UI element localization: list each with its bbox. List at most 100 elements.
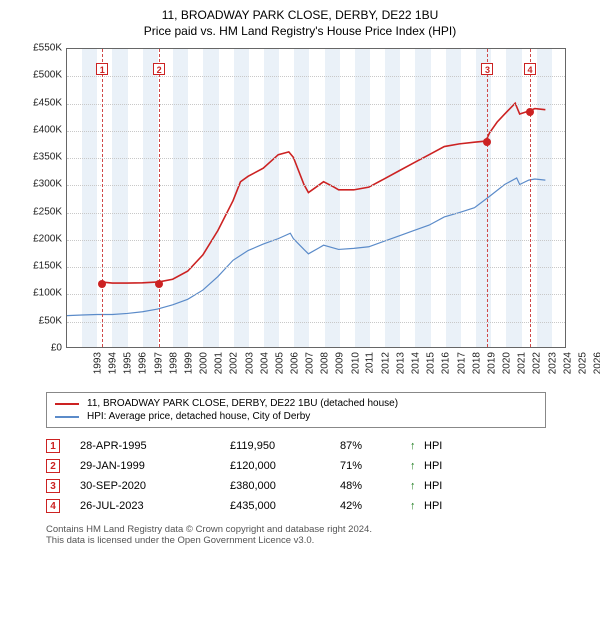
x-axis-label: 2015 xyxy=(426,352,437,374)
y-axis-label: £400K xyxy=(20,124,62,135)
sale-pct: 87% xyxy=(340,440,410,452)
gridline xyxy=(67,131,565,132)
x-axis-label: 2021 xyxy=(516,352,527,374)
chart-lines xyxy=(67,49,565,347)
x-axis-label: 2024 xyxy=(562,352,573,374)
sale-marker-line xyxy=(102,49,103,347)
x-axis-label: 2006 xyxy=(289,352,300,374)
legend-row-hpi: HPI: Average price, detached house, City… xyxy=(55,410,537,423)
x-axis-label: 2026 xyxy=(592,352,600,374)
sale-marker-line xyxy=(530,49,531,347)
sale-price: £120,000 xyxy=(230,460,340,472)
sale-date: 28-APR-1995 xyxy=(80,440,230,452)
x-axis-label: 2005 xyxy=(274,352,285,374)
x-axis-label: 1994 xyxy=(107,352,118,374)
sale-number-box: 2 xyxy=(46,459,60,473)
x-axis-label: 1998 xyxy=(168,352,179,374)
sale-marker-box: 3 xyxy=(481,63,493,75)
gridline xyxy=(67,104,565,105)
legend-label-property: 11, BROADWAY PARK CLOSE, DERBY, DE22 1BU… xyxy=(87,398,398,409)
gridline xyxy=(67,158,565,159)
x-axis-label: 2011 xyxy=(364,352,375,374)
gridline xyxy=(67,294,565,295)
x-axis-label: 2003 xyxy=(244,352,255,374)
y-axis-label: £50K xyxy=(20,315,62,326)
y-axis-label: £450K xyxy=(20,97,62,108)
x-axis-label: 2004 xyxy=(259,352,270,374)
sale-price: £380,000 xyxy=(230,480,340,492)
gridline xyxy=(67,76,565,77)
sale-dot xyxy=(483,138,491,146)
sale-marker-box: 2 xyxy=(153,63,165,75)
x-axis-label: 1995 xyxy=(123,352,134,374)
gridline xyxy=(67,185,565,186)
up-arrow-icon: ↑ xyxy=(410,440,424,452)
gridline xyxy=(67,322,565,323)
legend-label-hpi: HPI: Average price, detached house, City… xyxy=(87,411,310,422)
sale-marker-box: 4 xyxy=(524,63,536,75)
x-axis-label: 2010 xyxy=(350,352,361,374)
gridline xyxy=(67,267,565,268)
up-arrow-icon: ↑ xyxy=(410,500,424,512)
x-axis-label: 2025 xyxy=(577,352,588,374)
y-axis-label: £300K xyxy=(20,179,62,190)
sale-dot xyxy=(98,280,106,288)
x-axis-label: 2013 xyxy=(395,352,406,374)
sales-row: 128-APR-1995£119,95087%↑HPI xyxy=(46,436,546,456)
legend-box: 11, BROADWAY PARK CLOSE, DERBY, DE22 1BU… xyxy=(46,392,546,428)
x-axis-label: 2016 xyxy=(441,352,452,374)
gridline xyxy=(67,240,565,241)
sale-marker-line xyxy=(159,49,160,347)
x-axis-label: 1997 xyxy=(153,352,164,374)
x-axis-label: 2019 xyxy=(486,352,497,374)
x-axis-label: 1996 xyxy=(138,352,149,374)
x-axis-label: 2007 xyxy=(304,352,315,374)
footer-line2: This data is licensed under the Open Gov… xyxy=(46,535,546,546)
up-arrow-icon: ↑ xyxy=(410,460,424,472)
x-axis-label: 2000 xyxy=(198,352,209,374)
y-axis-label: £100K xyxy=(20,288,62,299)
sale-dot xyxy=(526,108,534,116)
x-axis-label: 2022 xyxy=(532,352,543,374)
legend-row-property: 11, BROADWAY PARK CLOSE, DERBY, DE22 1BU… xyxy=(55,397,537,410)
sales-table: 128-APR-1995£119,95087%↑HPI229-JAN-1999£… xyxy=(46,436,546,516)
x-axis-label: 2017 xyxy=(456,352,467,374)
x-axis-label: 2023 xyxy=(547,352,558,374)
x-axis-label: 2012 xyxy=(380,352,391,374)
y-axis-label: £350K xyxy=(20,152,62,163)
sale-pct: 71% xyxy=(340,460,410,472)
sale-pct: 48% xyxy=(340,480,410,492)
chart-container: 1234 £0£50K£100K£150K£200K£250K£300K£350… xyxy=(20,48,580,388)
x-axis-label: 2018 xyxy=(471,352,482,374)
chart-subtitle: Price paid vs. HM Land Registry's House … xyxy=(0,24,600,38)
sale-marker-box: 1 xyxy=(96,63,108,75)
x-axis-label: 1999 xyxy=(183,352,194,374)
sale-hpi-ref: HPI xyxy=(424,460,442,472)
y-axis-label: £500K xyxy=(20,70,62,81)
x-axis-label: 2014 xyxy=(410,352,421,374)
sale-hpi-ref: HPI xyxy=(424,500,442,512)
sale-number-box: 4 xyxy=(46,499,60,513)
sales-row: 426-JUL-2023£435,00042%↑HPI xyxy=(46,496,546,516)
sale-hpi-ref: HPI xyxy=(424,440,442,452)
x-axis-label: 1993 xyxy=(92,352,103,374)
y-axis-label: £200K xyxy=(20,233,62,244)
sale-hpi-ref: HPI xyxy=(424,480,442,492)
sales-row: 229-JAN-1999£120,00071%↑HPI xyxy=(46,456,546,476)
x-axis-label: 2009 xyxy=(335,352,346,374)
x-axis-label: 2001 xyxy=(213,352,224,374)
sale-pct: 42% xyxy=(340,500,410,512)
legend-swatch-hpi xyxy=(55,416,79,418)
gridline xyxy=(67,213,565,214)
sale-dot xyxy=(155,280,163,288)
sale-number-box: 3 xyxy=(46,479,60,493)
y-axis-label: £0 xyxy=(20,343,62,354)
y-axis-label: £250K xyxy=(20,206,62,217)
sale-number-box: 1 xyxy=(46,439,60,453)
sale-date: 26-JUL-2023 xyxy=(80,500,230,512)
y-axis-label: £550K xyxy=(20,43,62,54)
x-axis-label: 2008 xyxy=(320,352,331,374)
legend-swatch-property xyxy=(55,403,79,405)
footer-line1: Contains HM Land Registry data © Crown c… xyxy=(46,524,546,535)
sale-marker-line xyxy=(487,49,488,347)
